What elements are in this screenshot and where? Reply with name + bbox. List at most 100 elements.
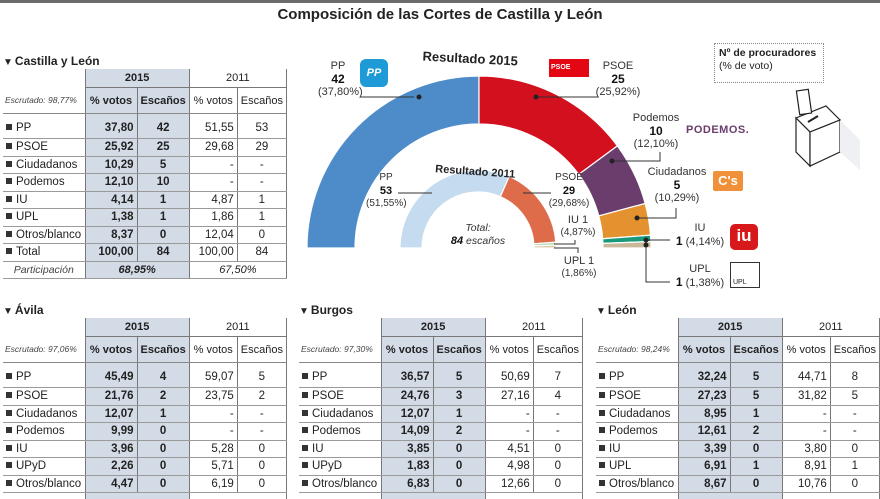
bullet-icon: [6, 143, 12, 150]
table-row: Podemos 14,09 2- -: [299, 422, 583, 441]
table-row: Ciudadanos 10,29 5- -: [3, 156, 287, 174]
legend-box: Nº de procuradores (% de voto): [714, 43, 824, 83]
leader-upl-2011: [554, 247, 579, 253]
col-header: Escaños: [136, 336, 190, 363]
table-row: IU 3,96 0 5,28 0: [3, 440, 287, 458]
marker-cs-2015: [634, 215, 640, 221]
bullet-icon: [6, 178, 12, 185]
year-2011-header: 2011: [782, 318, 880, 337]
escrutado: Escrutado: 98,77%: [3, 87, 85, 114]
leader-iu-2011: [554, 240, 576, 245]
marker-psoe-2015: [533, 94, 539, 100]
col-header: % votos: [189, 336, 238, 363]
podemos-logo-icon: PODEMOS.: [686, 124, 750, 136]
bullet-icon: [6, 123, 12, 130]
bullet-icon: [599, 409, 605, 416]
region-title: ▼ Ávila: [3, 303, 44, 317]
upl-logo-icon: UPL: [730, 262, 760, 288]
bullet-icon: [6, 195, 12, 202]
bullet-icon: [6, 444, 12, 451]
bullet-icon: [6, 248, 12, 255]
table-row: PP 45,49 4 59,07 5: [3, 362, 287, 388]
label-iu-2015: IU 1 (4,14%): [675, 222, 725, 248]
table-row: Otros/blanco 8,37 0 12,04 0: [3, 226, 287, 244]
table-row: PSOE 27,23 5 31,82 5: [596, 387, 880, 406]
leader-cs-2015: [637, 208, 677, 219]
triangle-icon: ▼: [299, 306, 309, 317]
bullet-icon: [302, 479, 308, 486]
arc-upl-2015: [602, 240, 652, 249]
bullet-icon: [302, 444, 308, 451]
label-psoe-2015: PSOE 25 (25,92%): [595, 60, 641, 98]
marker-pp-2015: [416, 94, 422, 100]
bullet-icon: [6, 392, 12, 399]
region-title: ▼ León: [596, 303, 637, 317]
label-podemos-2015: Podemos 10 (12,10%): [632, 112, 680, 150]
table-row: IU 3,39 0 3,80 0: [596, 440, 880, 458]
bullet-icon: [599, 479, 605, 486]
table-row: Otros/blanco 8,67 0 10,76 0: [596, 475, 880, 493]
year-2011-header: 2011: [189, 69, 287, 88]
col-header: % votos: [677, 336, 730, 363]
bullet-icon: [6, 230, 12, 237]
arcs-2015: [306, 75, 652, 249]
arc-upl-2011: [533, 244, 557, 249]
label-iu-2011: IU 1 (4,87%): [560, 214, 596, 238]
col-header: Escaños: [432, 336, 486, 363]
results-table: 2015 2011 Escrutado: 97,30%% votos Escaños%…: [299, 318, 583, 499]
marker-upl-2015: [643, 242, 649, 248]
table-row: PP 32,24 5 44,71 8: [596, 362, 880, 388]
bullet-icon: [6, 462, 12, 469]
bullet-icon: [302, 372, 308, 379]
bullet-icon: [599, 392, 605, 399]
bullet-icon: [6, 213, 12, 220]
title-2015: Resultado 2015: [422, 49, 518, 69]
table-row: UPL 1,38 1 1,86 1: [3, 208, 287, 227]
arcs-2011: [399, 169, 557, 249]
results-table: 2015 2011 Escrutado: 98,24%% votos Escaños%…: [596, 318, 880, 499]
page-title: Composición de las Cortes de Castilla y …: [277, 6, 603, 23]
bullet-icon: [6, 409, 12, 416]
escrutado: Escrutado: 97,06%: [3, 336, 85, 363]
top-rule: [0, 0, 880, 3]
col-header: Escaños: [830, 336, 880, 363]
table-row: IU 3,85 0 4,51 0: [299, 440, 583, 458]
table-row: Podemos 12,61 2- -: [596, 422, 880, 441]
bullet-icon: [599, 444, 605, 451]
label-upl-2015: UPL 1 (1,38%): [675, 263, 725, 289]
bullet-icon: [302, 392, 308, 399]
bullet-icon: [302, 462, 308, 469]
table-row: Podemos 12,10 10- -: [3, 173, 287, 192]
table-row: Otros/blanco 4,47 0 6,19 0: [3, 475, 287, 493]
marker-podemos-2015: [609, 158, 615, 164]
table-row: PSOE 24,76 3 27,16 4: [299, 387, 583, 406]
table-row: Ciudadanos 12,07 1- -: [299, 405, 583, 423]
triangle-icon: ▼: [3, 306, 13, 317]
col-header: % votos: [485, 336, 534, 363]
leader-lines: [360, 96, 677, 283]
table-row: Ciudadanos 12,07 1- -: [3, 405, 287, 423]
table-row: PP 37,80 42 51,55 53: [3, 113, 287, 139]
region-title: ▼ Castilla y León: [3, 54, 100, 68]
label-cs-2015: Ciudadanos 5 (10,29%): [647, 166, 707, 204]
table-row: IU 4,14 1 4,87 1: [3, 191, 287, 209]
table-row: PSOE 21,76 2 23,75 2: [3, 387, 287, 406]
marker-iu-2015: [643, 237, 649, 243]
table-row: PP 36,57 5 50,69 7: [299, 362, 583, 388]
pp-logo-icon: PP: [360, 59, 388, 87]
parliament-chart: Resultado 2015 Resultado 2011: [306, 49, 860, 283]
triangle-icon: ▼: [3, 57, 13, 68]
col-header: Escaños: [237, 87, 287, 114]
table-burgos: ▼ Burgos 2015 2011 Escrutado: 97,30%% votos E…: [299, 302, 583, 499]
region-title: ▼ Burgos: [299, 303, 353, 317]
total-seats-label: Total: 84 escaños: [450, 222, 506, 247]
leader-podemos-2015: [612, 152, 661, 162]
participation-row: Participación 68,95% 67,50%: [3, 261, 287, 279]
table-castilla-leon: ▼ Castilla y León 2015 2011 Escrutado: 98,77…: [3, 53, 287, 279]
col-header: Escaños: [729, 336, 783, 363]
bullet-icon: [6, 427, 12, 434]
col-header: % votos: [84, 87, 137, 114]
table-row: Otros/blanco 6,83 0 12,66 0: [299, 475, 583, 493]
year-2015-header: 2015: [84, 318, 190, 337]
table-row: UPyD 2,26 0 5,71 0: [3, 457, 287, 476]
